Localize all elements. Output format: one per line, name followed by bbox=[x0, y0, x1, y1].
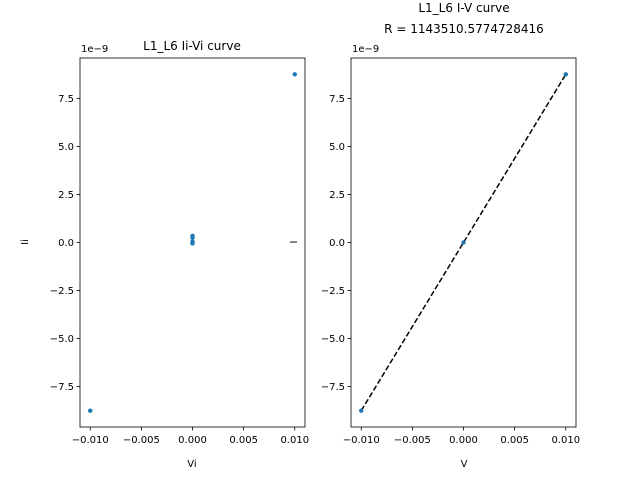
x-tick-label: 0.005 bbox=[229, 435, 258, 446]
x-tick-label: 0.000 bbox=[449, 435, 478, 446]
data-point bbox=[461, 240, 466, 245]
right-x-axis-label: V bbox=[461, 459, 468, 470]
y-tick-label: 7.5 bbox=[58, 94, 74, 105]
right-y-axis-label: I bbox=[289, 241, 300, 244]
right-plot-area: −0.010 −0.005 0.000 0.005 0.010 −7.5 −5.0 −2.5 0… bbox=[321, 57, 580, 446]
data-point bbox=[563, 72, 568, 77]
y-tick-label: 7.5 bbox=[329, 94, 345, 105]
x-tick-label: 0.000 bbox=[178, 435, 207, 446]
x-tick-label: −0.005 bbox=[123, 435, 160, 446]
y-tick-label: −7.5 bbox=[321, 382, 345, 393]
right-chart-title-line-1: L1_L6 I-V curve bbox=[418, 1, 509, 15]
y-tick-label: 0.0 bbox=[329, 238, 345, 249]
data-point bbox=[190, 235, 195, 240]
x-tick-label: −0.005 bbox=[394, 435, 431, 446]
data-point bbox=[359, 408, 364, 413]
left-subplot: L1_L6 Ii-Vi curve 1e−9 −0.010 −0.005 0.000… bbox=[20, 39, 309, 470]
left-x-axis-label: Vi bbox=[187, 459, 196, 470]
right-y-offset-label: 1e−9 bbox=[352, 44, 379, 55]
y-tick-label: −2.5 bbox=[50, 286, 74, 297]
y-tick-label: −5.0 bbox=[321, 334, 345, 345]
x-tick-label: 0.005 bbox=[500, 435, 529, 446]
y-tick-label: −5.0 bbox=[50, 334, 74, 345]
y-tick-label: −2.5 bbox=[321, 286, 345, 297]
fit-line bbox=[360, 73, 567, 412]
right-chart-title-line-2: R = 1143510.5774728416 bbox=[384, 22, 544, 36]
data-point bbox=[292, 72, 297, 77]
right-subplot: L1_L6 I-V curve R = 1143510.5774728416 1… bbox=[289, 1, 580, 470]
data-point bbox=[190, 241, 195, 246]
left-plot-area: −0.010 −0.005 0.000 0.005 0.010 −7.5 −5.0 −2.5 0… bbox=[50, 57, 309, 446]
left-chart-title: L1_L6 Ii-Vi curve bbox=[143, 39, 241, 53]
x-tick-label: −0.010 bbox=[343, 435, 380, 446]
y-tick-label: 5.0 bbox=[329, 142, 345, 153]
left-y-offset-label: 1e−9 bbox=[81, 44, 108, 55]
data-point bbox=[88, 408, 93, 413]
x-tick-label: 0.010 bbox=[551, 435, 580, 446]
y-tick-label: 0.0 bbox=[58, 238, 74, 249]
y-tick-label: 2.5 bbox=[329, 190, 345, 201]
y-tick-label: 5.0 bbox=[58, 142, 74, 153]
x-tick-label: −0.010 bbox=[72, 435, 109, 446]
left-y-axis-label: Ii bbox=[20, 239, 31, 245]
y-tick-label: −7.5 bbox=[50, 382, 74, 393]
y-tick-label: 2.5 bbox=[58, 190, 74, 201]
x-tick-label: 0.010 bbox=[280, 435, 309, 446]
